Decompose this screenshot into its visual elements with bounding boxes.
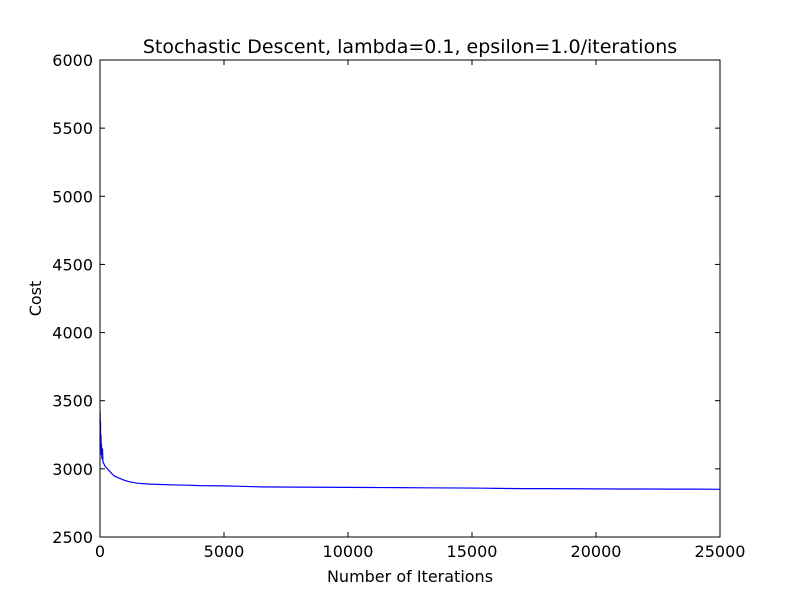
y-axis-label: Cost [26,281,45,317]
x-tick-label: 10000 [323,542,374,561]
y-tick-label: 2500 [52,528,93,547]
x-tick-label: 0 [95,542,105,561]
y-tick-label: 4500 [52,255,93,274]
x-tick-label: 20000 [571,542,622,561]
y-axis-ticks: 2500 3000 3500 4000 4500 5000 5500 6000 [52,51,720,547]
chart-title: Stochastic Descent, lambda=0.1, epsilon=… [143,36,677,58]
y-tick-label: 3500 [52,392,93,411]
y-tick-label: 3000 [52,460,93,479]
plot-frame [99,59,721,538]
y-tick-label: 6000 [52,51,93,70]
y-tick-label: 5000 [52,187,93,206]
x-tick-label: 15000 [447,542,498,561]
x-axis-label: Number of Iterations [327,567,493,586]
y-tick-label: 4000 [52,324,93,343]
cost-series-line [99,411,721,490]
x-tick-label: 5000 [204,542,245,561]
y-tick-label: 5500 [52,119,93,138]
x-tick-label: 25000 [695,542,746,561]
x-axis-ticks: 0 5000 10000 15000 20000 25000 [95,60,746,561]
